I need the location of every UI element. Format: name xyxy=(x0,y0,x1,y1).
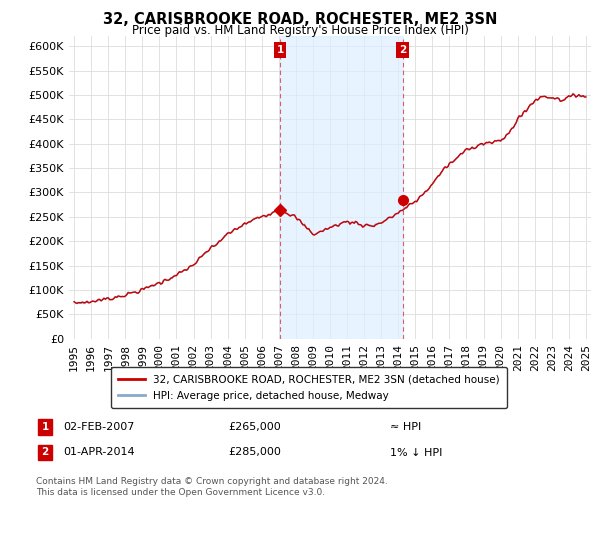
Text: 2: 2 xyxy=(41,447,49,458)
Text: £265,000: £265,000 xyxy=(228,422,281,432)
Text: 1% ↓ HPI: 1% ↓ HPI xyxy=(390,447,442,458)
Text: 1: 1 xyxy=(41,422,49,432)
Text: Contains HM Land Registry data © Crown copyright and database right 2024.
This d: Contains HM Land Registry data © Crown c… xyxy=(36,477,388,497)
Text: 1: 1 xyxy=(277,45,284,55)
Text: 32, CARISBROOKE ROAD, ROCHESTER, ME2 3SN: 32, CARISBROOKE ROAD, ROCHESTER, ME2 3SN xyxy=(103,12,497,27)
Text: Price paid vs. HM Land Registry's House Price Index (HPI): Price paid vs. HM Land Registry's House … xyxy=(131,24,469,36)
Legend: 32, CARISBROOKE ROAD, ROCHESTER, ME2 3SN (detached house), HPI: Average price, d: 32, CARISBROOKE ROAD, ROCHESTER, ME2 3SN… xyxy=(111,367,507,408)
Text: ≈ HPI: ≈ HPI xyxy=(390,422,421,432)
Bar xyxy=(280,36,403,339)
Text: 01-APR-2014: 01-APR-2014 xyxy=(63,447,134,458)
Text: 02-FEB-2007: 02-FEB-2007 xyxy=(63,422,134,432)
Text: 2: 2 xyxy=(399,45,406,55)
Text: £285,000: £285,000 xyxy=(228,447,281,458)
